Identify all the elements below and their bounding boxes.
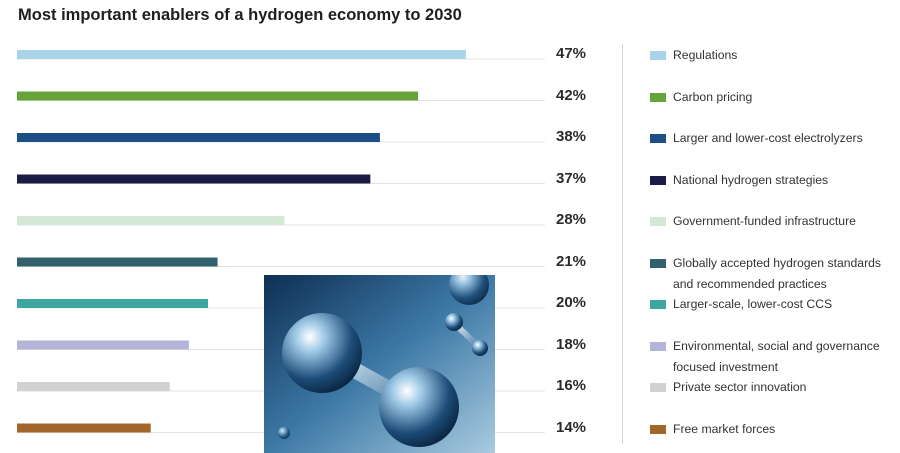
legend-label: Free market forces	[673, 419, 775, 440]
bar	[17, 340, 189, 350]
legend-label: National hydrogen strategies	[673, 170, 828, 191]
legend-label-line: Government-funded infrastructure	[673, 214, 856, 228]
legend-swatch	[650, 92, 666, 102]
legend-swatch	[650, 300, 666, 309]
legend-label: Regulations	[673, 45, 737, 66]
hydrogen-molecule-image	[264, 275, 495, 453]
chart-title: Most important enablers of a hydrogen ec…	[18, 6, 462, 24]
legend-swatch	[650, 383, 666, 392]
legend-label: Larger-scale, lower-cost CCS	[673, 294, 832, 315]
bar	[17, 91, 419, 101]
value-label: 18%	[556, 335, 587, 353]
bar	[17, 216, 285, 225]
legend-label: Environmental, social and governance focu…	[673, 336, 880, 378]
legend-label-line: National hydrogen strategies	[673, 172, 829, 187]
legend-swatch	[650, 258, 666, 268]
legend-label-line: focused investment	[673, 359, 779, 374]
value-label: 21%	[556, 252, 587, 270]
bar	[17, 174, 371, 184]
bar	[17, 382, 170, 391]
bar	[17, 257, 218, 267]
value-label: 47%	[556, 45, 587, 62]
value-label: 37%	[556, 169, 587, 187]
bar	[17, 299, 208, 308]
legend-swatch	[650, 175, 666, 185]
legend-label: Government-funded infrastructure	[673, 211, 856, 232]
legend-label-line: Environmental, social and governance	[673, 338, 880, 353]
legend-label: Globally accepted hydrogen standards and …	[673, 253, 881, 295]
legend-swatch	[650, 217, 666, 226]
value-label: 42%	[556, 86, 587, 104]
value-label: 16%	[556, 377, 587, 394]
legend-divider	[622, 44, 623, 444]
value-label: 38%	[556, 128, 587, 145]
value-label: 28%	[556, 211, 587, 228]
bar	[17, 423, 151, 433]
legend-label: Private sector innovation	[673, 377, 806, 398]
bar	[17, 50, 466, 59]
bar	[17, 133, 380, 142]
value-label: 20%	[556, 294, 587, 311]
legend-label-line: Globally accepted hydrogen standards	[673, 255, 881, 270]
legend-label: Carbon pricing	[673, 87, 752, 108]
legend-swatch	[650, 134, 666, 143]
legend-label-line: Free market forces	[673, 421, 776, 436]
legend-label-line: Carbon pricing	[673, 89, 753, 104]
legend-label-line: Regulations	[673, 48, 738, 62]
legend-label-line: Larger-scale, lower-cost CCS	[673, 297, 833, 311]
legend-swatch	[650, 51, 666, 60]
legend-label-line: Larger and lower-cost electrolyzers	[673, 131, 863, 145]
legend-swatch	[650, 341, 666, 351]
legend-label: Larger and lower-cost electrolyzers	[673, 128, 863, 149]
value-label: 14%	[556, 418, 587, 436]
legend-label-line: and recommended practices	[673, 276, 827, 291]
legend-label-line: Private sector innovation	[673, 380, 807, 394]
legend-swatch	[650, 424, 666, 434]
